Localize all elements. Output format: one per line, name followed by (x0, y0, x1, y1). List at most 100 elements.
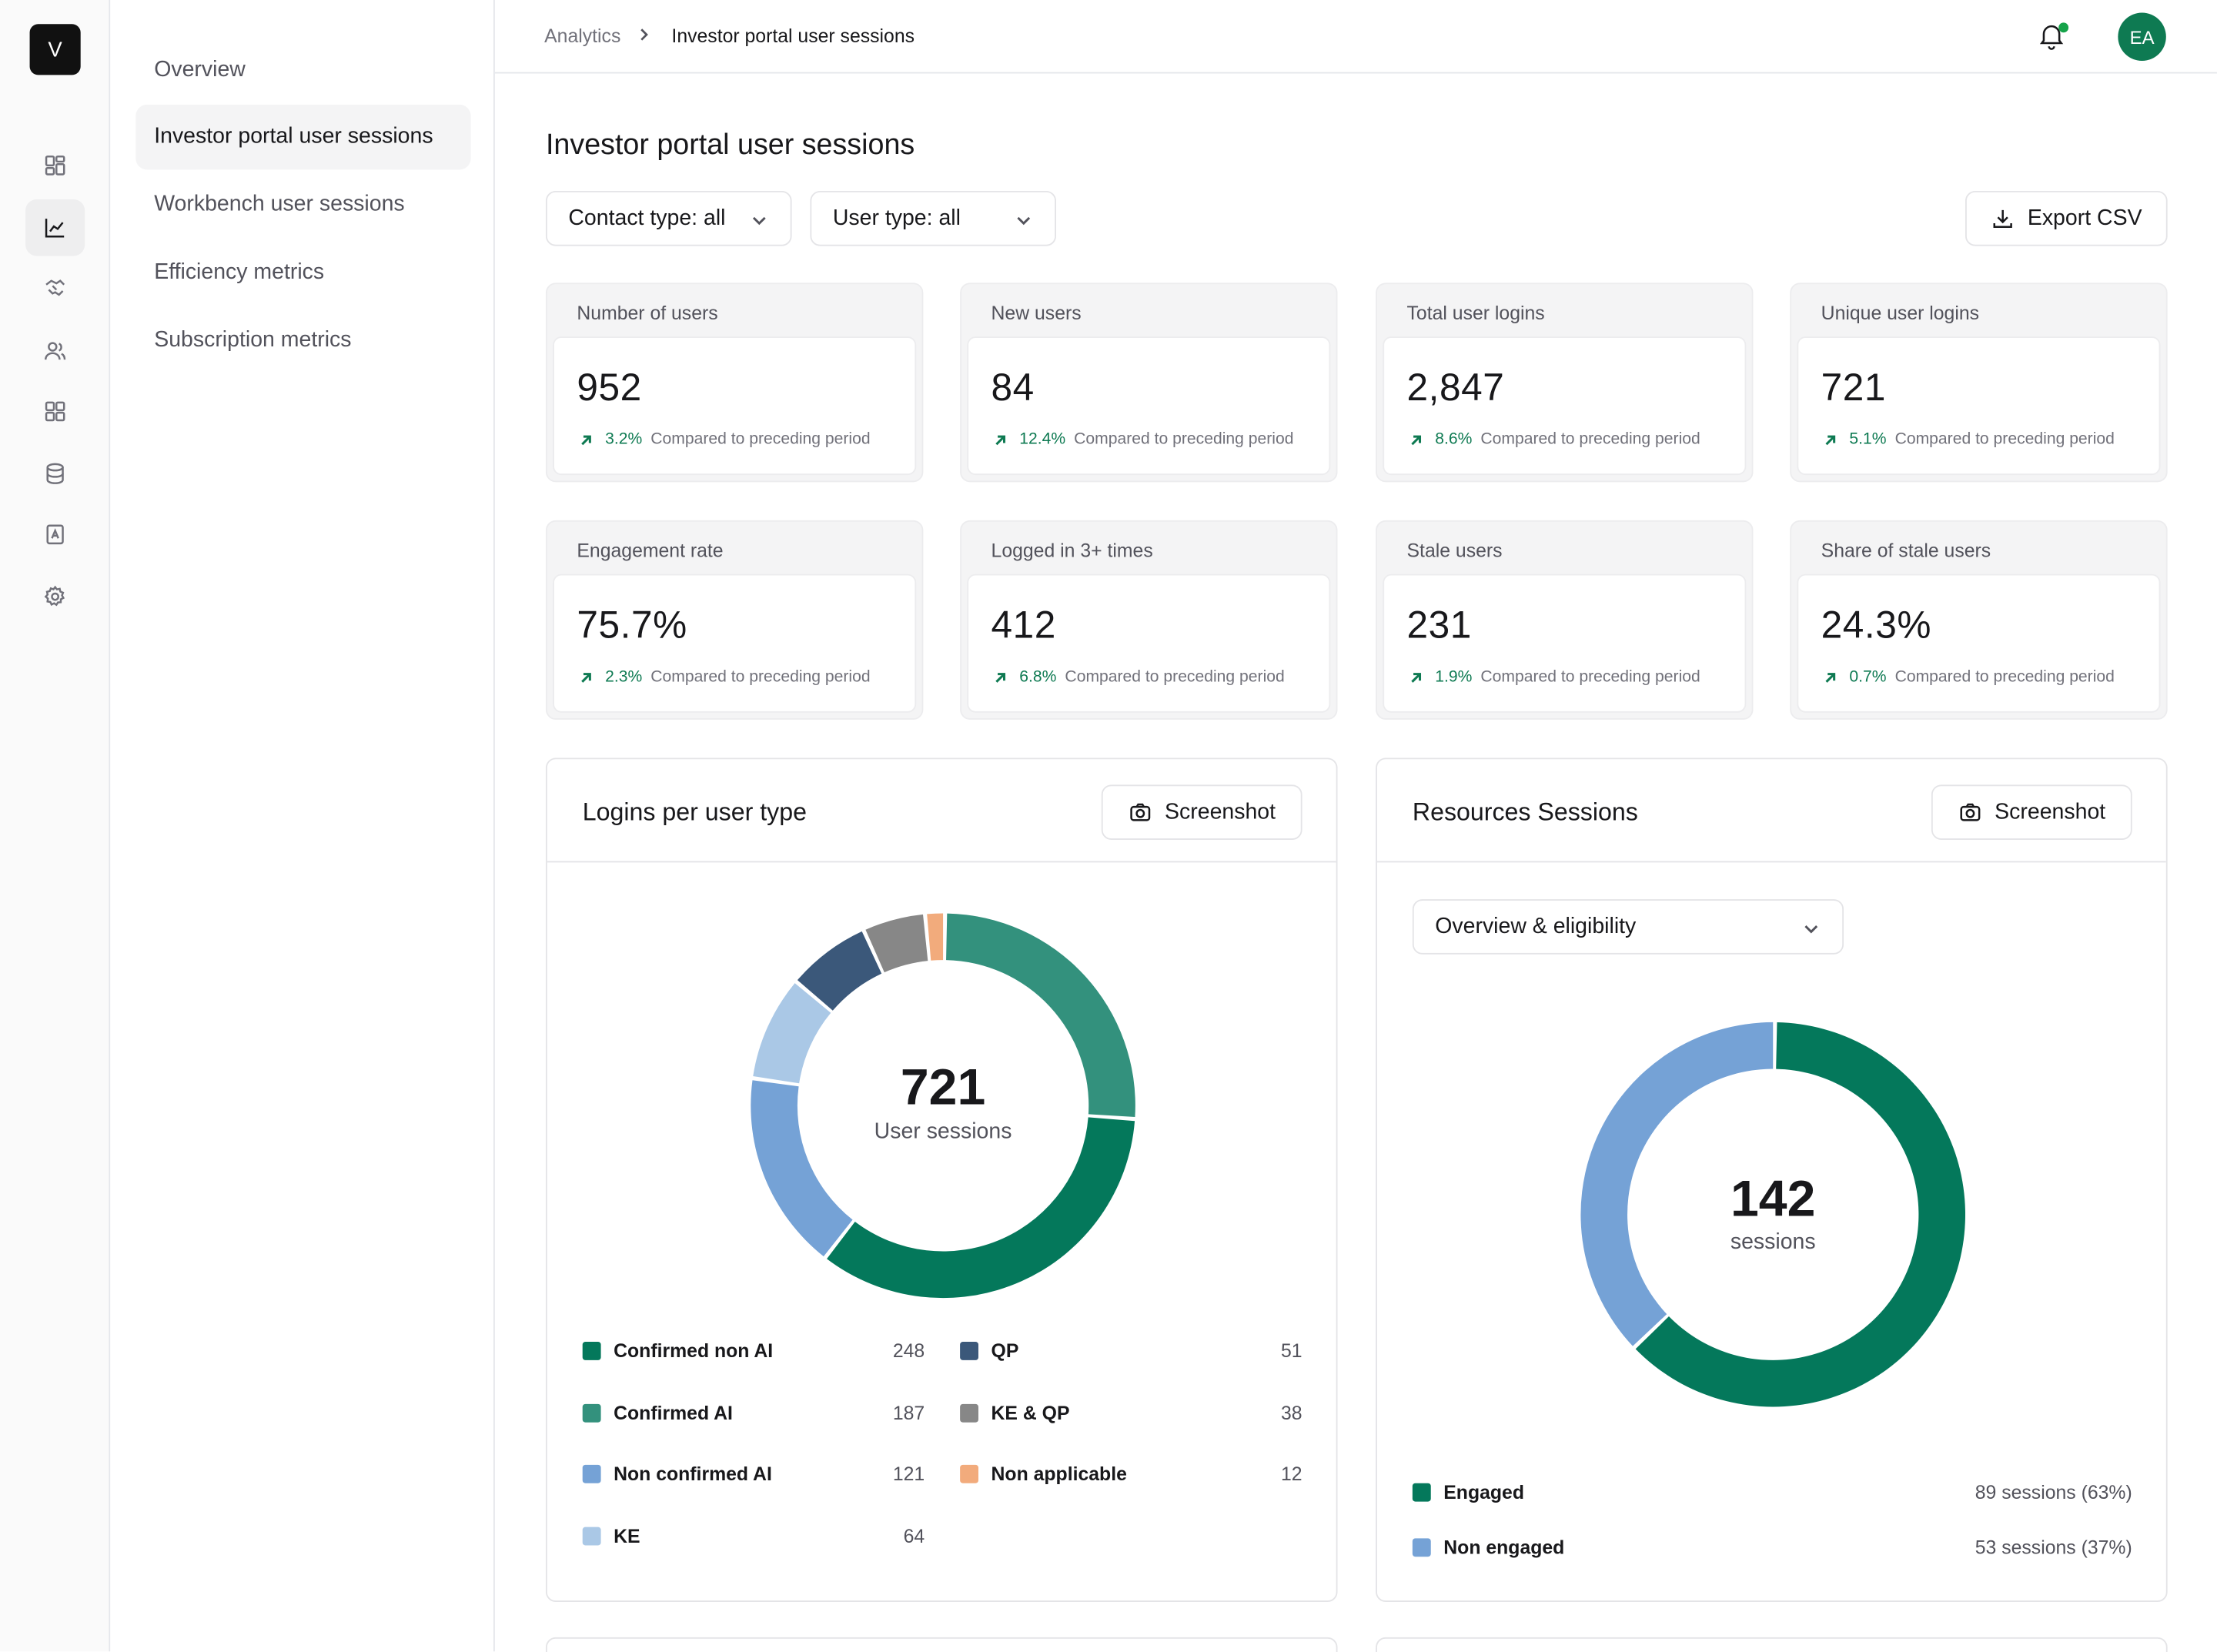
panel-title: Logins per user type (582, 797, 807, 826)
donut-segment-qp[interactable] (797, 931, 882, 1011)
legend-swatch (582, 1464, 601, 1483)
subnav-item-investor-portal-sessions[interactable]: Investor portal user sessions (135, 104, 471, 170)
stat-label: Unique user logins (1821, 303, 1980, 324)
subnav-item-subscription-metrics[interactable]: Subscription metrics (135, 308, 470, 373)
legend-label: Confirmed AI (614, 1403, 733, 1424)
stat-label: Logged in 3+ times (991, 540, 1153, 562)
legend-value: 53 sessions (37%) (1975, 1537, 2132, 1559)
legend-item[interactable]: Non engaged (1412, 1537, 1564, 1558)
legend-value: 187 (892, 1403, 925, 1424)
legend-value: 12 (1280, 1463, 1302, 1485)
subnav-item-label: Overview (154, 58, 246, 82)
user-avatar[interactable]: EA (2118, 12, 2166, 61)
stat-delta-compare: Compared to preceding period (1065, 668, 1285, 686)
donut-segment-ke[interactable] (753, 983, 831, 1084)
donut-segment-non-applicable[interactable] (927, 913, 944, 961)
breadcrumb-root[interactable]: Analytics (544, 25, 621, 47)
stat-delta-compare: Compared to preceding period (1480, 431, 1700, 449)
app-logo-letter: V (48, 37, 62, 62)
chevron-down-icon (751, 211, 767, 228)
stat-label: New users (991, 303, 1082, 324)
subnav-item-label: Workbench user sessions (154, 192, 405, 217)
stat-value: 231 (1406, 604, 1472, 647)
legend-item[interactable]: Confirmed AI (582, 1403, 733, 1424)
stat-delta: 3.2% Compared to preceding period (578, 431, 871, 449)
subnav-item-efficiency-metrics[interactable]: Efficiency metrics (135, 240, 470, 305)
panel-header: Logins per user type Screenshot (547, 759, 1336, 863)
stat-delta-compare: Compared to preceding period (650, 431, 871, 449)
legend-item[interactable]: Non confirmed AI (582, 1463, 772, 1485)
legend-item[interactable]: KE & QP (960, 1403, 1069, 1424)
users-icon[interactable] (25, 323, 85, 379)
stat-card: Number of users 952 3.2% Compared to preced… (545, 283, 924, 483)
arrow-up-right-icon (995, 672, 1006, 682)
contact-book-icon[interactable] (25, 507, 85, 563)
chart-line-icon[interactable] (25, 199, 85, 256)
screenshot-button[interactable]: Screenshot (1931, 784, 2132, 840)
legend-swatch (960, 1342, 978, 1360)
legend-item[interactable]: Non applicable (960, 1463, 1127, 1485)
arrow-up-right-icon (1411, 672, 1422, 682)
legend-label: Non applicable (991, 1463, 1127, 1485)
stat-delta-compare: Compared to preceding period (650, 668, 871, 686)
legend-item[interactable]: Engaged (1412, 1481, 1524, 1503)
app-logo[interactable]: V (29, 24, 81, 75)
resources-sessions-panel: Resources Sessions Screenshot Overview &… (1376, 757, 2168, 1602)
donut-segment-ke-qp[interactable] (865, 914, 928, 973)
dashboard-icon[interactable] (25, 137, 85, 193)
grid-icon[interactable] (25, 383, 85, 440)
notification-bell-icon[interactable] (2036, 20, 2070, 54)
donut-segment-engaged[interactable] (1635, 1022, 1966, 1407)
stat-delta: 0.7% Compared to preceding period (1823, 669, 2115, 686)
legend-swatch (582, 1403, 601, 1423)
legend-swatch (582, 1342, 601, 1360)
legend-item[interactable]: Confirmed non AI (582, 1340, 773, 1362)
legend-item[interactable]: KE (582, 1526, 640, 1547)
screenshot-label: Screenshot (1165, 799, 1276, 824)
arrow-up-right-icon (1825, 434, 1836, 445)
stat-delta-percent: 5.1% (1849, 431, 1887, 449)
legend-label: QP (991, 1340, 1019, 1362)
stat-body: 75.7% 2.3% Compared to preceding period (553, 574, 917, 713)
panel-header: Resources Sessions Screenshot (1376, 759, 2166, 863)
legend-label: Engaged (1443, 1481, 1524, 1503)
gear-icon[interactable] (25, 568, 85, 624)
donut-segment-confirmed-non-ai[interactable] (827, 1117, 1135, 1299)
download-icon (1993, 209, 2012, 228)
logins-per-user-type-panel: Logins per user type Screenshot 721 User… (545, 757, 1338, 1602)
legend-value: 89 sessions (63%) (1975, 1481, 2132, 1503)
chevron-down-icon (1803, 919, 1820, 936)
stat-card: Total user logins 2,847 8.6% Compared to pr… (1376, 283, 1754, 483)
stat-card: Logged in 3+ times 412 6.8% Compared to pre… (960, 520, 1338, 720)
resources-view-select[interactable]: Overview & eligibility (1412, 899, 1844, 955)
legend-item[interactable]: QP (960, 1340, 1018, 1362)
handshake-icon[interactable] (25, 260, 85, 316)
export-csv-label: Export CSV (2027, 206, 2142, 230)
resources-donut-chart (1580, 1022, 1966, 1407)
donut-segment-non-engaged[interactable] (1580, 1022, 1774, 1346)
subnav-item-overview[interactable]: Overview (135, 38, 470, 103)
stat-value: 721 (1821, 366, 1887, 409)
legend-value: 64 (903, 1525, 925, 1547)
subnav-item-label: Subscription metrics (154, 328, 352, 353)
stat-body: 952 3.2% Compared to preceding period (553, 336, 917, 476)
stat-card: Share of stale users 24.3% 0.7% Compared to… (1790, 520, 2168, 720)
stat-card: New users 84 12.4% Compared to preceding pe… (960, 283, 1338, 483)
subnav-item-workbench-sessions[interactable]: Workbench user sessions (135, 172, 470, 237)
donut-segment-confirmed-ai[interactable] (946, 913, 1135, 1117)
database-icon[interactable] (25, 446, 85, 502)
legend-value: 51 (1280, 1340, 1302, 1362)
next-panel (545, 1637, 1338, 1652)
user-type-value: User type: all (832, 206, 961, 230)
donut-center-value: 721 (900, 1057, 986, 1116)
breadcrumb-separator-icon (637, 24, 652, 46)
contact-type-select[interactable]: Contact type: all (545, 190, 792, 246)
export-csv-button[interactable]: Export CSV (1965, 190, 2168, 246)
next-panel (1376, 1637, 2168, 1652)
section-nav: Overview Investor portal user sessions W… (110, 0, 495, 1652)
legend-swatch (1412, 1538, 1431, 1557)
screenshot-button[interactable]: Screenshot (1101, 784, 1302, 840)
user-type-select[interactable]: User type: all (810, 190, 1057, 246)
breadcrumb-current: Investor portal user sessions (671, 25, 915, 47)
donut-segment-non-confirmed-ai[interactable] (751, 1080, 853, 1257)
